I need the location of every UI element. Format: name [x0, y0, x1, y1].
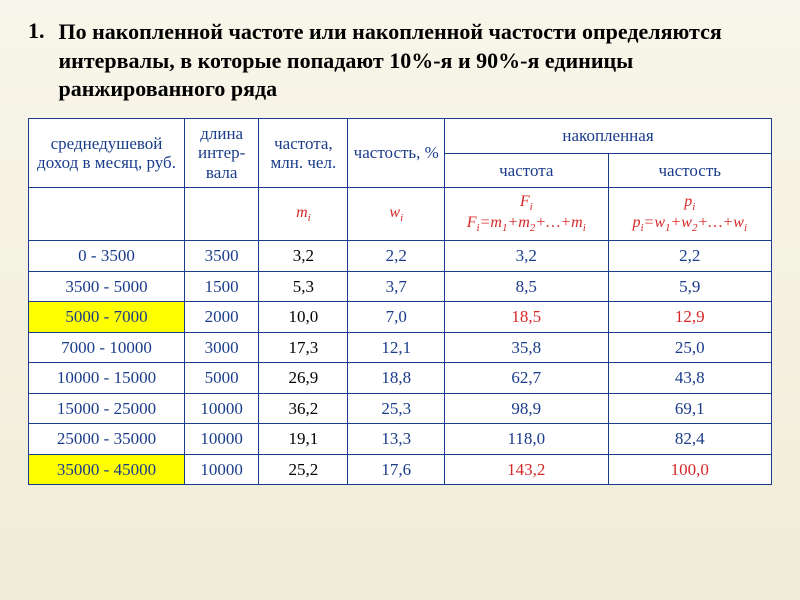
- data-table: среднедушевой доход в месяц, руб. длина …: [28, 118, 772, 486]
- table-row: 7000 - 10000300017,312,135,825,0: [29, 332, 772, 363]
- hdr-empty-2: [185, 188, 259, 241]
- cell-length: 10000: [185, 424, 259, 455]
- cell-mi: 26,9: [259, 363, 348, 394]
- title-block: 1. По накопленной частоте или накопленно…: [28, 18, 772, 104]
- cell-mi: 36,2: [259, 393, 348, 424]
- cell-Fi: 143,2: [445, 454, 608, 485]
- cell-mi: 5,3: [259, 271, 348, 302]
- cell-length: 2000: [185, 302, 259, 333]
- cell-Fi: 8,5: [445, 271, 608, 302]
- sym-mi: mi: [259, 188, 348, 241]
- cell-Fi: 118,0: [445, 424, 608, 455]
- cell-income: 35000 - 45000: [29, 454, 185, 485]
- cell-income: 3500 - 5000: [29, 271, 185, 302]
- cell-length: 3500: [185, 241, 259, 272]
- hdr-frequency: частота, млн. чел.: [259, 118, 348, 188]
- cell-length: 3000: [185, 332, 259, 363]
- hdr-cum-rel: частость: [608, 153, 772, 188]
- cell-wi: 25,3: [348, 393, 445, 424]
- hdr-income: среднедушевой доход в месяц, руб.: [29, 118, 185, 188]
- cell-mi: 10,0: [259, 302, 348, 333]
- hdr-relative: частость, %: [348, 118, 445, 188]
- table-row: 0 - 350035003,22,23,22,2: [29, 241, 772, 272]
- cell-pi: 82,4: [608, 424, 772, 455]
- cell-wi: 7,0: [348, 302, 445, 333]
- sym-wi: wi: [348, 188, 445, 241]
- table-row: 10000 - 15000500026,918,862,743,8: [29, 363, 772, 394]
- cell-pi: 12,9: [608, 302, 772, 333]
- cell-length: 10000: [185, 454, 259, 485]
- cell-pi: 2,2: [608, 241, 772, 272]
- table-row: 25000 - 350001000019,113,3118,082,4: [29, 424, 772, 455]
- table-body: 0 - 350035003,22,23,22,23500 - 500015005…: [29, 241, 772, 485]
- cell-wi: 2,2: [348, 241, 445, 272]
- cell-length: 5000: [185, 363, 259, 394]
- cell-income: 25000 - 35000: [29, 424, 185, 455]
- cell-wi: 18,8: [348, 363, 445, 394]
- cell-pi: 100,0: [608, 454, 772, 485]
- sym-Fi: Fi Fi=m1+m2+…+mi: [445, 188, 608, 241]
- table-row: 5000 - 7000200010,07,018,512,9: [29, 302, 772, 333]
- cell-pi: 5,9: [608, 271, 772, 302]
- cell-Fi: 62,7: [445, 363, 608, 394]
- hdr-empty-1: [29, 188, 185, 241]
- cell-pi: 25,0: [608, 332, 772, 363]
- cell-Fi: 35,8: [445, 332, 608, 363]
- cell-wi: 13,3: [348, 424, 445, 455]
- cell-Fi: 18,5: [445, 302, 608, 333]
- cell-wi: 12,1: [348, 332, 445, 363]
- cell-pi: 69,1: [608, 393, 772, 424]
- cell-wi: 3,7: [348, 271, 445, 302]
- title-text: По накопленной частоте или накопленной ч…: [59, 18, 773, 104]
- table-row: 3500 - 500015005,33,78,55,9: [29, 271, 772, 302]
- cell-Fi: 3,2: [445, 241, 608, 272]
- cell-income: 10000 - 15000: [29, 363, 185, 394]
- cell-income: 7000 - 10000: [29, 332, 185, 363]
- cell-mi: 25,2: [259, 454, 348, 485]
- hdr-length: длина интер-вала: [185, 118, 259, 188]
- cell-mi: 3,2: [259, 241, 348, 272]
- cell-wi: 17,6: [348, 454, 445, 485]
- cell-mi: 19,1: [259, 424, 348, 455]
- cell-income: 5000 - 7000: [29, 302, 185, 333]
- cell-length: 1500: [185, 271, 259, 302]
- cell-length: 10000: [185, 393, 259, 424]
- cell-mi: 17,3: [259, 332, 348, 363]
- cell-pi: 43,8: [608, 363, 772, 394]
- table-row: 15000 - 250001000036,225,398,969,1: [29, 393, 772, 424]
- cell-income: 0 - 3500: [29, 241, 185, 272]
- cell-income: 15000 - 25000: [29, 393, 185, 424]
- hdr-cumulative: накопленная: [445, 118, 772, 153]
- table-row: 35000 - 450001000025,217,6143,2100,0: [29, 454, 772, 485]
- cell-Fi: 98,9: [445, 393, 608, 424]
- list-number: 1.: [28, 18, 45, 44]
- sym-pi: pi pi=w1+w2+…+wi: [608, 188, 772, 241]
- hdr-cum-freq: частота: [445, 153, 608, 188]
